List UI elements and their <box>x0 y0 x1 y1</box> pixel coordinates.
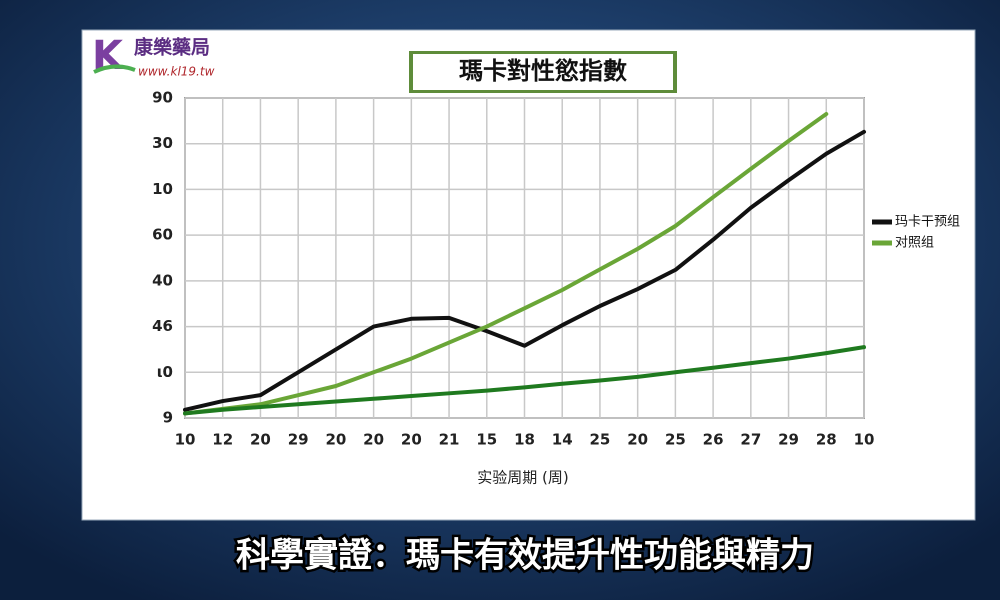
series-line <box>183 112 829 416</box>
y-tick-label: 46 <box>152 317 173 335</box>
caption: 科學實證：瑪卡有效提升性功能與精力 <box>236 536 814 576</box>
series-line <box>183 345 866 416</box>
x-tick-label: 25 <box>665 431 686 449</box>
x-tick-label: 20 <box>627 431 648 449</box>
y-tick-label: 30 <box>152 134 173 152</box>
x-tick-label: 20 <box>401 431 422 449</box>
x-tick-label: 14 <box>552 431 573 449</box>
x-tick-label: 26 <box>703 431 724 449</box>
series-line <box>183 129 866 412</box>
x-tick-label: 29 <box>288 431 309 449</box>
y-tick-label: 9 <box>163 409 173 427</box>
logo-swoosh <box>93 64 136 74</box>
logo: K 康樂藥局 www.kl19.tw <box>92 33 215 79</box>
logo-url: www.kl19.tw <box>138 65 215 79</box>
y-tick-label: 40 <box>152 271 173 289</box>
x-tick-label: 20 <box>363 431 384 449</box>
x-tick-label: 25 <box>590 431 611 449</box>
x-tick-label: 15 <box>476 431 497 449</box>
x-axis-label: 实验周期 (周) <box>477 469 568 487</box>
x-tick-label: 27 <box>740 431 761 449</box>
x-tick-label: 12 <box>212 431 233 449</box>
x-tick-label: 10 <box>175 431 196 449</box>
x-tick-label: 20 <box>325 431 346 449</box>
x-tick-label: 10 <box>854 431 875 449</box>
y-tick-label: 60 <box>152 226 173 244</box>
y-tick-label: ι0 <box>157 363 173 381</box>
x-tick-label: 20 <box>250 431 271 449</box>
x-tick-label: 18 <box>514 431 535 449</box>
x-tick-label: 29 <box>778 431 799 449</box>
logo-name: 康樂藥局 <box>134 36 210 59</box>
legend-label: 对照组 <box>895 236 934 251</box>
title-inner <box>413 54 673 90</box>
chart-title: 瑪卡對性慾指數 <box>459 57 627 85</box>
y-tick-label: 90 <box>152 89 173 107</box>
x-tick-label: 28 <box>816 431 837 449</box>
legend-label: 玛卡干预组 <box>895 215 960 230</box>
y-tick-label: 10 <box>152 180 173 198</box>
x-tick-label: 21 <box>439 431 460 449</box>
